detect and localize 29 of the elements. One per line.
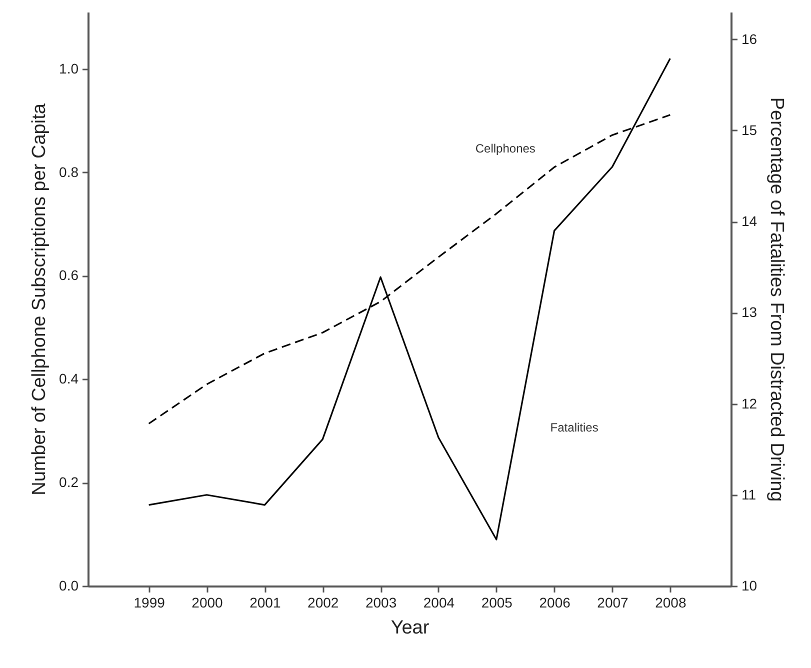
series-label: Cellphones [475,142,536,156]
y2-tick-label: 10 [742,578,758,594]
x-tick-label: 2004 [423,594,455,610]
y2-axis-title: Percentage of Fatalities From Distracted Driving [766,97,788,502]
x-axis-title: Year [390,618,430,638]
y2-tick-label: 11 [742,486,756,502]
x-tick-label: 2006 [539,594,571,610]
y2-tick-label: 14 [742,213,758,230]
y2-tick-label: 13 [742,304,758,320]
line-series [148,58,671,540]
x-tick-label: 2005 [481,594,513,610]
y-tick-label: 0.2 [59,474,79,490]
y2-tick-label: 12 [742,395,758,412]
y-tick-label: 1.0 [59,60,79,76]
x-tick-label: 2008 [655,594,686,610]
y2-tick-label: 15 [742,122,758,138]
x-tick-label: 2002 [308,594,339,610]
y-tick-label: 0.8 [59,164,79,180]
x-tick-label: 2007 [597,594,629,610]
x-tick-label: 2003 [365,594,397,610]
y-tick-label: 0.6 [59,267,79,284]
y2-tick-label: 16 [742,30,758,47]
x-tick-label: 2000 [192,594,224,610]
x-tick-label: 1999 [134,594,166,610]
x-tick-label: 2001 [250,594,281,610]
y-tick-label: 0.4 [59,370,79,387]
y-axis-title: Number of Cellphone Subscriptions per Capita [29,103,50,496]
y-tick-label: 0.0 [59,578,79,594]
text: Fatalities [550,420,598,435]
